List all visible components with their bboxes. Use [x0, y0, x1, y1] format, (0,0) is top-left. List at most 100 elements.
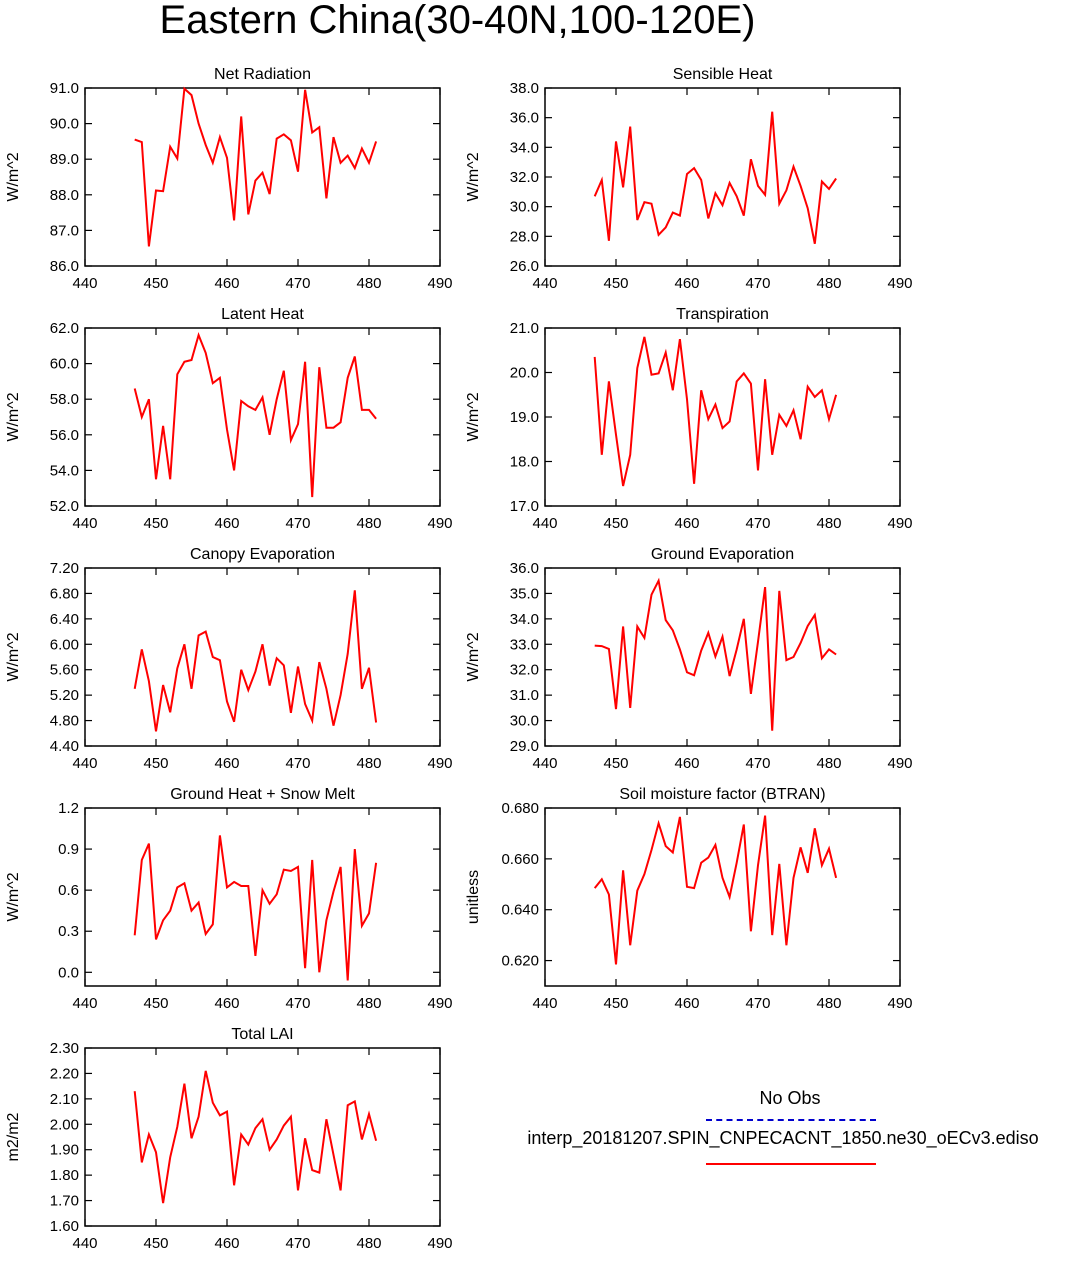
x-tick-label: 450 [603, 755, 628, 772]
panel-title: Total LAI [231, 1026, 293, 1043]
x-tick-label: 460 [214, 275, 239, 292]
y-axis-label: W/m^2 [5, 392, 22, 441]
plot-frame [84, 87, 441, 267]
y-tick-label: 38.0 [510, 80, 539, 97]
series-line [133, 590, 378, 732]
x-tick-label: 470 [285, 275, 310, 292]
y-tick-label: 32.0 [510, 169, 539, 186]
panel-8: Soil moisture factor (BTRAN) unitless 440 4… [465, 786, 913, 1012]
x-tick-label: 450 [143, 275, 168, 292]
y-tick-label: 0.680 [501, 800, 539, 817]
panel-title: Latent Heat [221, 306, 304, 323]
x-tick-label: 450 [603, 515, 628, 532]
plot-frame [84, 1047, 441, 1227]
y-tick-label: 2.30 [50, 1040, 79, 1057]
panel-title: Net Radiation [214, 66, 311, 83]
x-tick-label: 440 [532, 755, 557, 772]
x-tick-label: 490 [887, 995, 912, 1012]
panel-1: Net Radiation W/m^2 440 450 460 470 480 490 86.0… [5, 66, 453, 292]
y-tick-label: 30.0 [510, 713, 539, 730]
x-tick-label: 450 [143, 1235, 168, 1252]
y-tick-label: 1.80 [50, 1167, 79, 1184]
y-tick-label: 0.3 [58, 923, 79, 940]
panel-title: Soil moisture factor (BTRAN) [619, 786, 825, 803]
y-tick-label: 2.20 [50, 1065, 79, 1082]
x-tick-label: 490 [887, 275, 912, 292]
y-tick-label: 62.0 [50, 320, 79, 337]
x-tick-label: 440 [72, 515, 97, 532]
x-tick-label: 460 [674, 755, 699, 772]
x-tick-label: 460 [674, 275, 699, 292]
x-tick-label: 470 [745, 275, 770, 292]
x-tick-label: 480 [816, 995, 841, 1012]
y-tick-label: 58.0 [50, 391, 79, 408]
plot-frame [84, 327, 441, 507]
x-tick-label: 440 [72, 995, 97, 1012]
series-line [593, 111, 837, 244]
panel-9: Total LAI m2/m2 440 450 460 470 480 490 1.60 1.70… [5, 1026, 453, 1252]
x-tick-label: 460 [214, 995, 239, 1012]
y-tick-label: 0.9 [58, 841, 79, 858]
x-tick-label: 460 [674, 515, 699, 532]
y-tick-label: 60.0 [50, 356, 79, 373]
x-tick-label: 480 [356, 275, 381, 292]
panel-5: Canopy Evaporation W/m^2 440 450 460 470 480 49… [5, 546, 453, 772]
x-tick-label: 490 [887, 515, 912, 532]
series-line [133, 1070, 378, 1204]
y-tick-label: 36.0 [510, 560, 539, 577]
x-tick-label: 470 [285, 515, 310, 532]
x-tick-label: 480 [356, 755, 381, 772]
x-tick-label: 450 [603, 995, 628, 1012]
x-tick-label: 450 [143, 515, 168, 532]
x-tick-label: 440 [72, 755, 97, 772]
panel-3: Latent Heat W/m^2 440 450 460 470 480 490 52.0 54… [5, 306, 453, 532]
y-tick-label: 19.0 [510, 409, 539, 426]
x-tick-label: 490 [427, 995, 452, 1012]
x-tick-label: 480 [356, 1235, 381, 1252]
y-axis-label: W/m^2 [465, 632, 482, 681]
panel-title: Ground Evaporation [651, 546, 794, 563]
panel-4: Transpiration W/m^2 440 450 460 470 480 490 17.0… [465, 306, 913, 532]
x-tick-label: 490 [427, 1235, 452, 1252]
y-tick-label: 5.20 [50, 687, 79, 704]
series-line [134, 86, 378, 247]
y-tick-label: 18.0 [510, 454, 539, 471]
y-tick-label: 2.10 [50, 1091, 79, 1108]
y-axis-label: W/m^2 [5, 632, 22, 681]
x-tick-label: 460 [214, 755, 239, 772]
y-tick-label: 33.0 [510, 636, 539, 653]
y-axis-label: W/m^2 [465, 152, 482, 201]
x-tick-label: 490 [427, 515, 452, 532]
page-title: Eastern China(30-40N,100-120E) [159, 0, 756, 42]
panel-6: Ground Evaporation W/m^2 440 450 460 470 480 49… [465, 546, 913, 772]
x-tick-label: 470 [285, 1235, 310, 1252]
y-tick-label: 29.0 [510, 738, 539, 755]
y-tick-label: 28.0 [510, 228, 539, 245]
y-tick-label: 5.60 [50, 662, 79, 679]
panel-2: Sensible Heat W/m^2 440 450 460 470 480 490 26.0… [465, 66, 913, 292]
y-tick-label: 52.0 [50, 498, 79, 515]
y-tick-label: 34.0 [510, 139, 539, 156]
x-tick-label: 440 [72, 275, 97, 292]
y-tick-label: 1.60 [50, 1218, 79, 1235]
panel-title: Sensible Heat [673, 66, 773, 83]
x-tick-label: 480 [816, 275, 841, 292]
y-tick-label: 56.0 [50, 427, 79, 444]
y-tick-label: 6.80 [50, 585, 79, 602]
y-tick-label: 7.20 [50, 560, 79, 577]
y-tick-label: 6.40 [50, 611, 79, 628]
y-tick-label: 35.0 [510, 585, 539, 602]
y-tick-label: 4.80 [50, 713, 79, 730]
x-tick-label: 460 [214, 515, 239, 532]
panel-7: Ground Heat + Snow Melt W/m^2 440 450 460 470… [5, 786, 453, 1012]
x-tick-label: 460 [674, 995, 699, 1012]
plot-frame [544, 87, 901, 267]
x-tick-label: 480 [356, 515, 381, 532]
y-tick-label: 34.0 [510, 611, 539, 628]
series-line [593, 336, 838, 487]
x-tick-label: 440 [532, 995, 557, 1012]
panel-title: Canopy Evaporation [190, 546, 335, 563]
x-tick-label: 490 [427, 275, 452, 292]
y-tick-label: 36.0 [510, 110, 539, 127]
